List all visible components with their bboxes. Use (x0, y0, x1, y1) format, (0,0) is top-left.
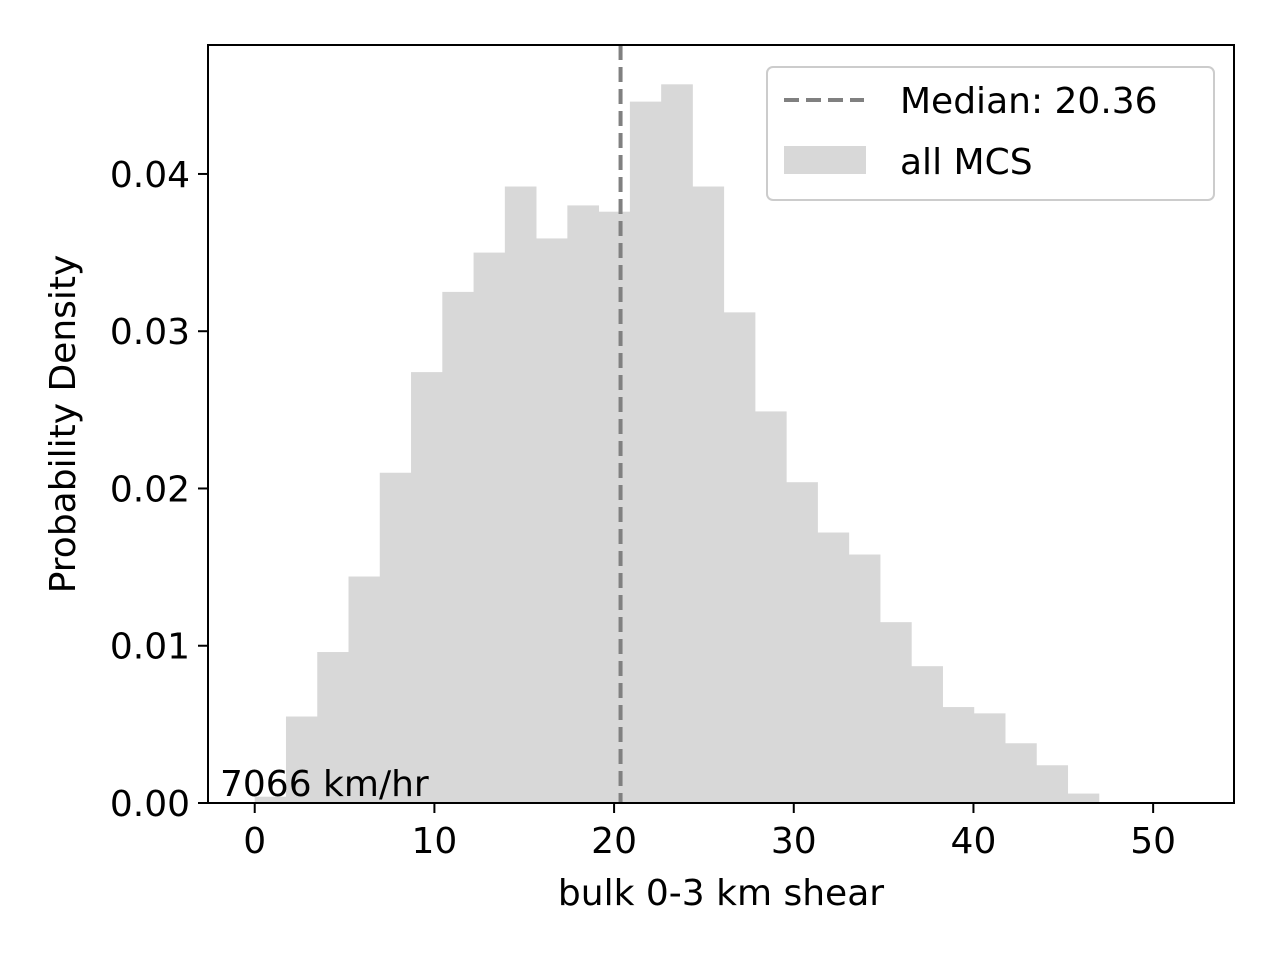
histogram-bar (629, 101, 662, 804)
histogram-bar (1036, 765, 1069, 803)
y-tick-label: 0.03 (110, 312, 190, 353)
histogram-bar (880, 622, 912, 803)
y-tick-label: 0.04 (110, 155, 190, 196)
histogram-bar (442, 291, 474, 803)
x-tick-label: 40 (951, 821, 997, 862)
histogram-bar (379, 472, 412, 803)
x-tick-label: 0 (243, 821, 266, 862)
x-tick-label: 30 (771, 821, 817, 862)
histogram-bar (1067, 793, 1100, 803)
histogram-bar (723, 312, 756, 803)
legend-box (766, 66, 1215, 201)
y-tick-label: 0.02 (110, 469, 190, 510)
histogram-bar (942, 707, 975, 803)
histogram-bar (786, 482, 818, 803)
histogram-bar (254, 796, 287, 803)
histogram-bar (1005, 743, 1037, 803)
histogram-bar (973, 713, 1006, 803)
histogram-bar (911, 666, 943, 803)
plot-frame (207, 44, 1235, 804)
x-tick-label: 10 (411, 821, 457, 862)
histogram-bar (692, 186, 725, 804)
y-axis-label: Probability Density (43, 255, 84, 594)
x-tick-label: 20 (591, 821, 637, 862)
histogram-bar (473, 252, 506, 804)
histogram-bar (348, 576, 381, 803)
y-tick-label: 0.01 (110, 627, 190, 668)
histogram-bar (567, 205, 600, 803)
legend-series-label: all MCS (900, 142, 1033, 183)
histogram-bar (848, 554, 881, 803)
x-axis-label: bulk 0-3 km shear (558, 873, 884, 914)
legend-series-swatch (784, 146, 866, 174)
legend-median-label: Median: 20.36 (900, 81, 1158, 122)
histogram-bar (661, 84, 693, 803)
histogram-bar (817, 532, 850, 803)
histogram-bar (504, 186, 537, 804)
y-tick-label: 0.00 (110, 784, 190, 825)
sample-annotation: 7066 km/hr (220, 764, 429, 805)
histogram-bar (754, 411, 787, 803)
histogram-bar (317, 652, 349, 803)
histogram-bars (254, 84, 1100, 804)
x-axis-ticks: 0 10 20 30 40 50 (243, 803, 1176, 862)
x-tick-label: 50 (1130, 821, 1176, 862)
y-axis-ticks: 0.00 0.01 0.02 0.03 0.04 (110, 155, 208, 825)
histogram-bar (411, 372, 443, 803)
histogram-bar (285, 716, 318, 803)
legend: Median: 20.36 all MCS (766, 66, 1215, 201)
histogram-bar (598, 211, 631, 803)
histogram-bar (536, 238, 568, 803)
